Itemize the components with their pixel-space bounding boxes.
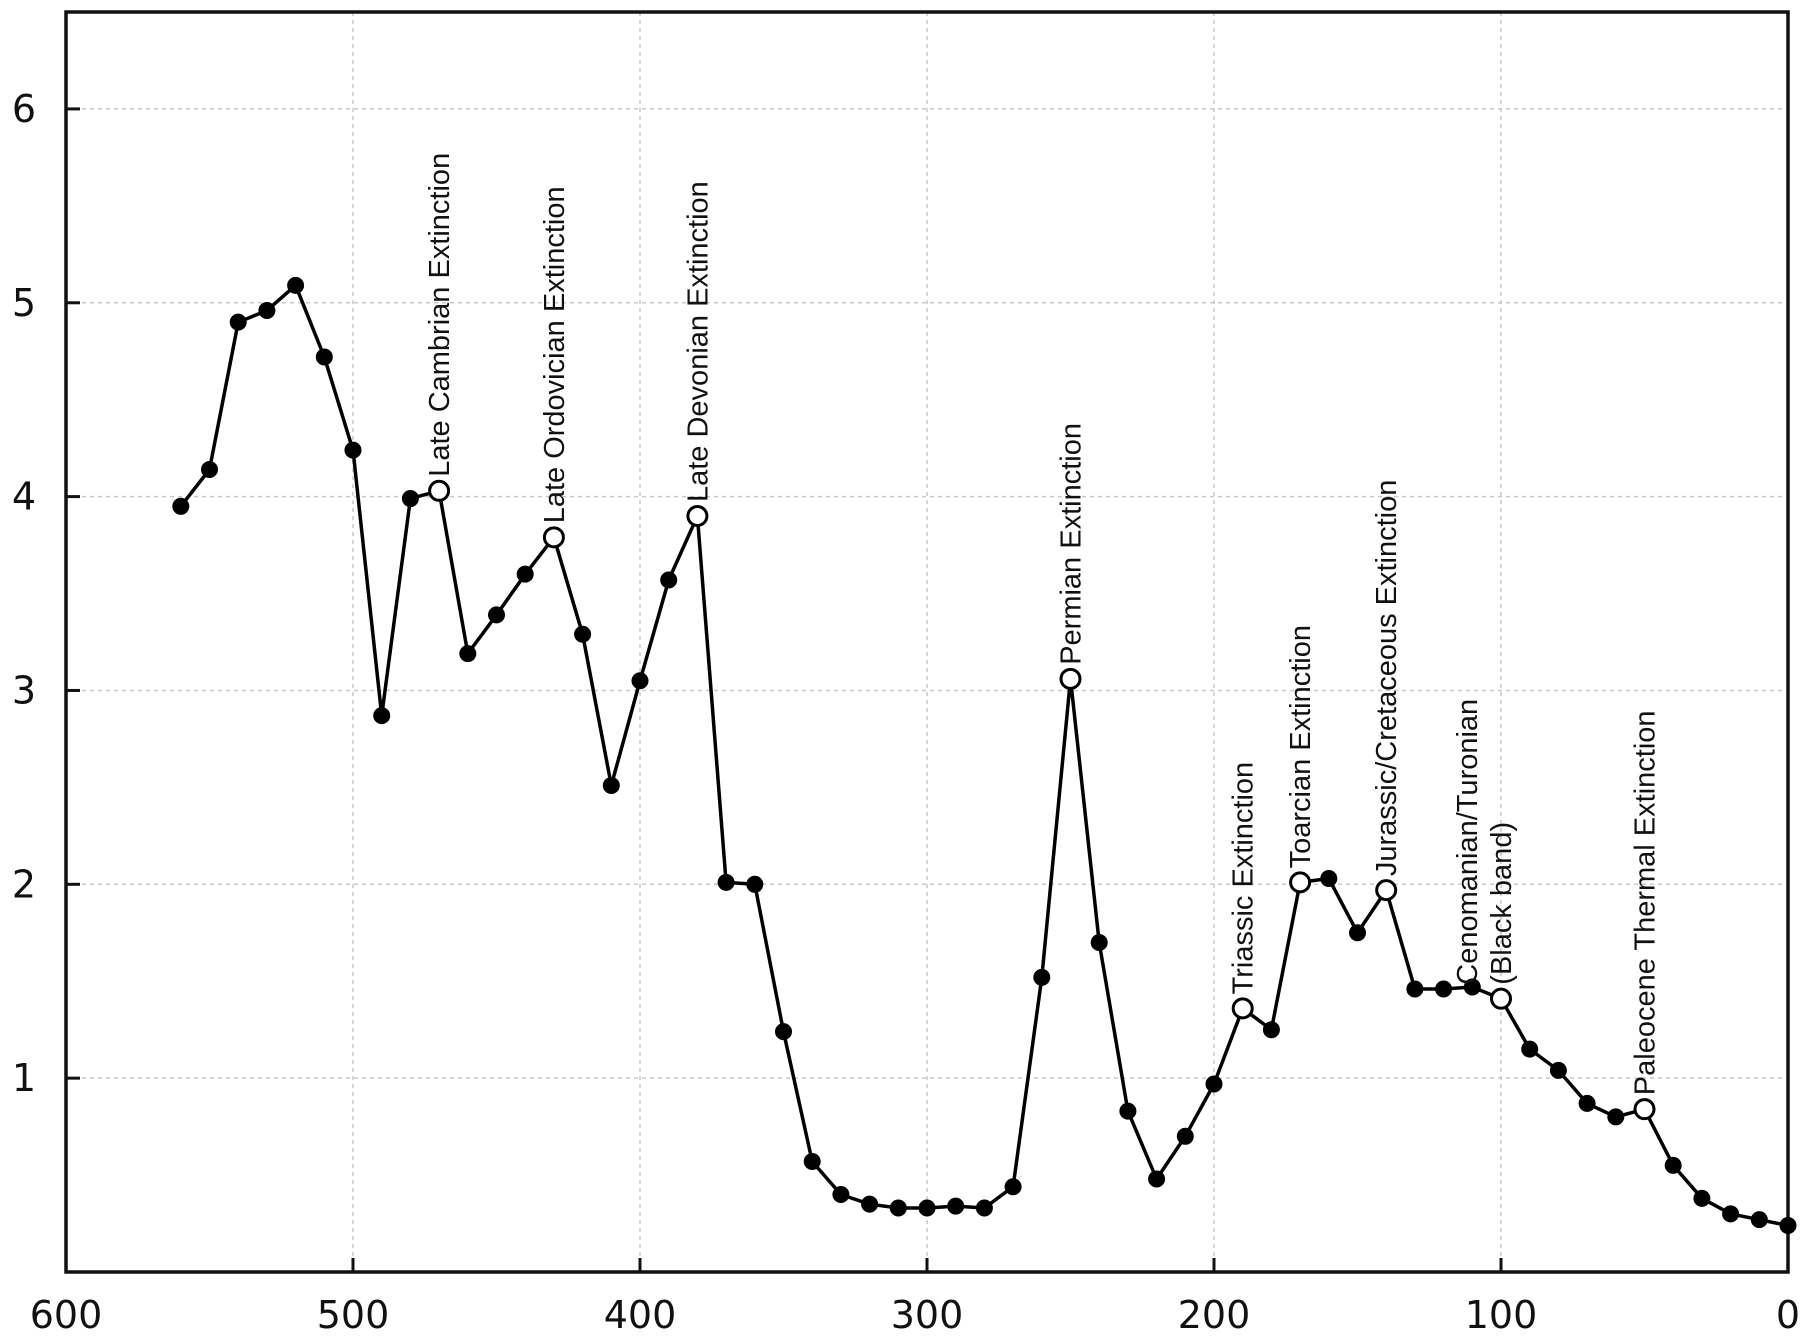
data-point <box>1435 980 1453 998</box>
data-point <box>947 1197 965 1215</box>
y-tick-label: 4 <box>12 475 36 519</box>
data-point <box>775 1023 792 1041</box>
plot-frame <box>64 10 1790 1274</box>
data-point <box>1033 968 1051 986</box>
data-point <box>229 313 247 331</box>
data-point-open <box>1633 1098 1656 1121</box>
data-point-open <box>1375 879 1398 902</box>
annotation-label: Late Devonian Extinction <box>682 181 714 502</box>
data-point <box>516 565 534 583</box>
annotation-label: Triassic Extinction <box>1228 762 1260 995</box>
x-tick-label: 0 <box>1776 1293 1800 1337</box>
data-point-open <box>1231 997 1254 1020</box>
data-point <box>373 707 391 725</box>
annotation-label: Cenomanian/Turonian <box>1452 699 1484 985</box>
data-point <box>201 460 218 478</box>
data-point <box>717 873 735 891</box>
data-point <box>1148 1170 1166 1188</box>
data-point <box>1406 980 1424 998</box>
data-point <box>832 1185 850 1203</box>
x-tick-label: 100 <box>1465 1293 1538 1337</box>
data-point <box>1750 1211 1768 1229</box>
data-point <box>1463 978 1481 996</box>
data-point <box>1262 1021 1280 1039</box>
data-point-open <box>428 479 451 502</box>
data-point <box>1176 1127 1194 1145</box>
data-point <box>889 1199 907 1217</box>
annotation-label: Late Cambrian Extinction <box>424 153 456 477</box>
x-tick-label: 600 <box>30 1293 103 1337</box>
data-point <box>574 625 592 643</box>
data-point <box>1664 1156 1682 1174</box>
data-point <box>602 776 620 794</box>
data-point <box>1090 933 1108 951</box>
data-point <box>631 672 649 690</box>
x-tick-label: 400 <box>604 1293 677 1337</box>
data-point <box>172 497 190 515</box>
annotation-label: Late Ordovician Extinction <box>539 186 571 523</box>
data-point-open <box>542 526 565 549</box>
series-line <box>179 283 1789 1228</box>
series-line-group <box>179 283 1789 1228</box>
data-point-open <box>1490 987 1512 1010</box>
y-tick-label: 6 <box>12 87 36 131</box>
annotations: Late Cambrian Extinction Late Ordovician … <box>424 153 1661 1095</box>
data-point <box>1521 1040 1539 1058</box>
annotation-label: (Black band) <box>1486 822 1518 985</box>
data-point <box>1119 1102 1137 1120</box>
grid-lines <box>66 12 1788 1272</box>
data-point <box>803 1153 821 1171</box>
x-tick-label: 200 <box>1178 1293 1251 1337</box>
data-point-open <box>686 505 709 527</box>
data-point <box>1205 1075 1223 1093</box>
annotation-label: Paleocene Thermal Extinction <box>1629 710 1661 1095</box>
data-point <box>459 645 477 663</box>
data-point <box>1693 1189 1711 1207</box>
data-point <box>1320 869 1338 887</box>
data-point <box>1722 1205 1740 1223</box>
data-point <box>746 875 764 893</box>
data-point <box>1607 1108 1625 1126</box>
data-point <box>1349 924 1366 942</box>
data-point <box>401 490 419 508</box>
y-tick-label: 3 <box>12 668 36 712</box>
data-point <box>660 571 678 589</box>
data-point <box>287 276 305 294</box>
annotation-label: Permian Extinction <box>1056 423 1088 665</box>
data-point <box>488 606 505 624</box>
data-point <box>1004 1178 1022 1196</box>
data-points <box>172 276 1797 1234</box>
annotation-label: Jurassic/Cretaceous Extinction <box>1371 480 1403 877</box>
annotation-label: Toarcian Extinction <box>1285 625 1317 868</box>
y-tick-label: 5 <box>12 281 36 325</box>
data-point-open <box>1059 667 1082 690</box>
y-tick-label: 2 <box>12 862 36 906</box>
data-point-open <box>1289 871 1312 894</box>
axis-ticks: 600 500 400 300 200 100 0 1 2 3 4 5 6 <box>12 87 1800 1337</box>
data-point <box>315 348 333 366</box>
data-point <box>1779 1216 1797 1234</box>
x-tick-label: 300 <box>891 1293 964 1337</box>
data-point <box>861 1195 879 1213</box>
data-point <box>258 302 276 320</box>
data-point <box>1578 1094 1596 1112</box>
x-tick-label: 500 <box>317 1293 390 1337</box>
data-point <box>975 1199 993 1217</box>
y-tick-label: 1 <box>12 1056 36 1100</box>
data-point <box>344 441 362 459</box>
data-point <box>918 1199 936 1217</box>
data-point <box>1549 1061 1567 1079</box>
